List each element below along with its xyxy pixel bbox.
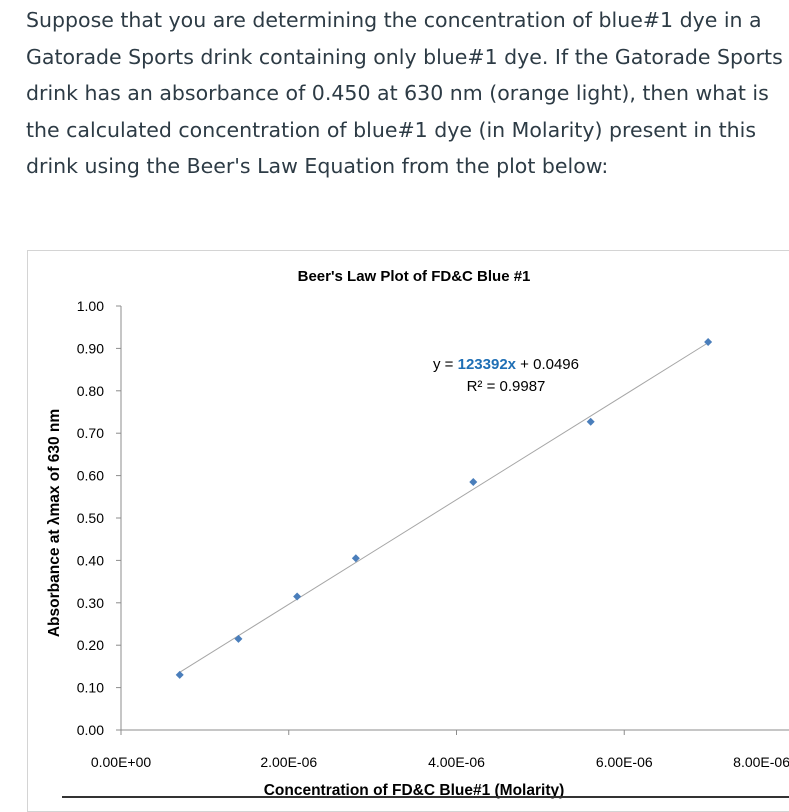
x-tick-label: 8.00E-06 <box>733 754 789 770</box>
y-tick-label: 0.70 <box>77 425 104 441</box>
x-tick-label: 4.00E-06 <box>428 754 485 770</box>
x-tick-label: 6.00E-06 <box>596 754 653 770</box>
question-text: Suppose that you are determining the con… <box>26 2 786 185</box>
data-point <box>351 554 360 563</box>
y-tick-label: 0.10 <box>77 680 104 696</box>
y-axis-title: Absorbance at λmax of 630 nm <box>46 409 63 637</box>
equation-part: y = <box>433 356 458 373</box>
x-tick-label: 2.00E-06 <box>260 754 317 770</box>
y-tick-label: 0.40 <box>77 552 104 568</box>
y-tick-label: 0.90 <box>77 340 104 356</box>
equation-part: 123392x <box>458 356 517 373</box>
data-point <box>234 634 243 643</box>
bottom-divider <box>62 796 789 798</box>
question-line: the calculated concentration of blue#1 d… <box>26 117 757 142</box>
y-tick-label: 1.00 <box>77 298 104 314</box>
data-point <box>469 477 478 486</box>
y-tick-label: 0.30 <box>77 595 104 611</box>
question-line: drink has an absorbance of 0.450 at 630 … <box>26 81 769 105</box>
x-tick-label: 0.00E+00 <box>91 754 152 770</box>
r-squared-label: R² = 0.9987 <box>467 378 546 395</box>
beers-law-chart: Beer's Law Plot of FD&C Blue #1 0.00 0.10 0… <box>46 268 789 799</box>
data-point <box>293 592 302 601</box>
trendline-equation: y = 123392x + 0.0496 <box>433 356 579 373</box>
trendline <box>179 342 709 673</box>
equation-part: + 0.0496 <box>516 356 579 373</box>
data-point <box>704 338 713 347</box>
data-point <box>175 670 184 679</box>
question-line: Suppose that you are determining the con… <box>26 8 762 32</box>
data-point <box>586 417 595 426</box>
question-line: drink using the Beer's Law Equation from… <box>26 154 609 178</box>
chart-title: Beer's Law Plot of FD&C Blue #1 <box>298 268 531 285</box>
y-tick-label: 0.00 <box>77 722 104 738</box>
chart-area: Beer's Law Plot of FD&C Blue #1 0.00 0.10 0… <box>27 250 789 812</box>
y-tick-label: 0.50 <box>77 510 104 526</box>
question-line: Gatorade Sports drink containing only bl… <box>26 44 783 69</box>
y-tick-label: 0.20 <box>77 637 104 653</box>
y-tick-label: 0.60 <box>77 468 104 484</box>
y-tick-label: 0.80 <box>77 383 104 399</box>
x-axis-title: Concentration of FD&C Blue#1 (Molarity) <box>264 782 565 799</box>
